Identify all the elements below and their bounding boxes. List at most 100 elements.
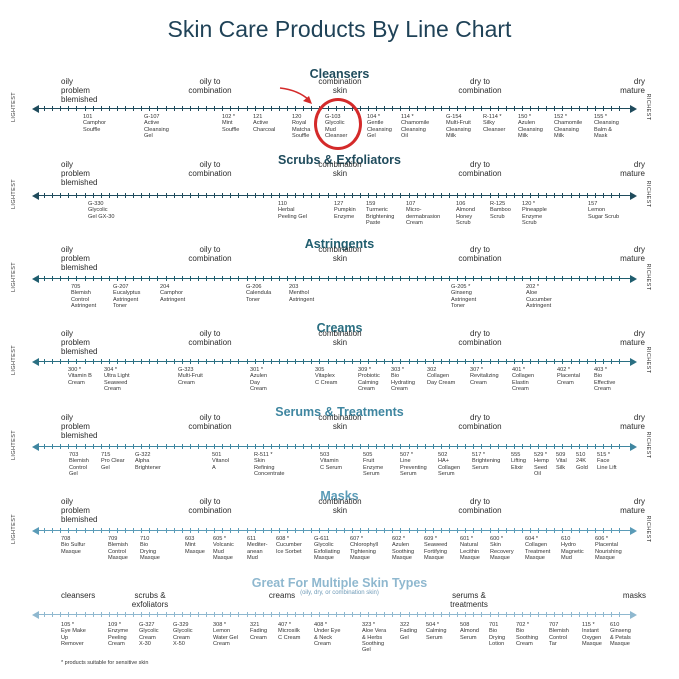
axis-arrow-right bbox=[630, 104, 637, 113]
category-label: dry mature bbox=[620, 413, 645, 431]
pointer-arrow-shaft bbox=[279, 87, 310, 101]
category-label: oily to combination bbox=[188, 329, 232, 347]
axis-tick bbox=[473, 359, 475, 364]
category-label: oily problem blemished bbox=[61, 77, 98, 104]
axis-tick bbox=[408, 444, 410, 449]
axis-tick bbox=[578, 276, 580, 281]
axis-tick bbox=[489, 106, 491, 111]
product-item: 603 Mint Masque bbox=[185, 536, 205, 555]
product-item: 611 Mediter- anean Mud bbox=[247, 536, 268, 561]
axis-tick bbox=[238, 612, 240, 617]
product-code: 203 bbox=[289, 284, 299, 290]
product-code: 120 * bbox=[522, 201, 536, 207]
axis-tick bbox=[133, 528, 134, 533]
axis-tick bbox=[125, 276, 126, 281]
product-code: 150 * bbox=[518, 114, 532, 120]
axis-tick bbox=[295, 444, 296, 449]
axis-tick bbox=[521, 444, 523, 449]
product-name: Ginseng & Petals Masque bbox=[610, 628, 631, 647]
axis-tick bbox=[100, 106, 102, 111]
axis-tick bbox=[133, 359, 134, 364]
axis-tick bbox=[457, 612, 458, 617]
axis-tick bbox=[562, 612, 564, 617]
axis-tick bbox=[481, 276, 483, 281]
axis-tick bbox=[562, 528, 564, 533]
product-name: Almond Serum bbox=[460, 628, 479, 641]
product-name: Instant Oxygen Masque bbox=[582, 628, 602, 647]
product-name: Probiotic Calming Cream bbox=[358, 373, 380, 392]
product-code: G-107 bbox=[144, 114, 160, 120]
axis-tick bbox=[246, 276, 248, 281]
product-code: 601 * bbox=[460, 536, 474, 542]
product-item: 607 * Chlorophyll Tightening Masque bbox=[350, 536, 378, 561]
axis-tick bbox=[262, 612, 264, 617]
axis-tick bbox=[60, 106, 62, 111]
category-label: dry mature bbox=[620, 77, 645, 95]
product-code: 204 bbox=[160, 284, 170, 290]
axis-arrow-right bbox=[630, 610, 637, 619]
product-code: 127 bbox=[334, 201, 344, 207]
axis-tick bbox=[52, 444, 53, 449]
axis-tick bbox=[481, 444, 483, 449]
axis-tick bbox=[578, 528, 580, 533]
axis-tick bbox=[262, 359, 264, 364]
section-subtitle: (oily, dry, or combination skin) bbox=[300, 590, 379, 596]
axis-tick bbox=[141, 528, 143, 533]
axis-tick bbox=[230, 359, 232, 364]
highlight-circle bbox=[314, 98, 362, 150]
product-item: 709 Blemish Control Masque bbox=[108, 536, 128, 561]
axis-tick bbox=[238, 444, 240, 449]
axis-tick bbox=[108, 106, 110, 111]
product-code: 302 bbox=[427, 367, 437, 373]
axis-tick bbox=[376, 359, 377, 364]
product-name: Brightening Serum bbox=[472, 458, 501, 471]
axis-tick bbox=[125, 612, 126, 617]
axis-tick bbox=[359, 612, 361, 617]
product-name: Volcanic Mud Masque bbox=[213, 542, 234, 561]
axis-tick bbox=[473, 276, 475, 281]
axis-tick bbox=[473, 193, 475, 198]
product-item: 110 Herbal Peeling Gel bbox=[278, 201, 307, 220]
axis-tick bbox=[619, 528, 620, 533]
product-name: Glycolic Exfoliating Masque bbox=[314, 542, 340, 561]
axis-tick bbox=[554, 276, 556, 281]
axis-tick bbox=[521, 276, 523, 281]
product-item: 610 Ginseng & Petals Masque bbox=[610, 622, 631, 647]
axis-tick bbox=[570, 193, 572, 198]
category-label: dry to combination bbox=[458, 413, 502, 431]
axis-tick bbox=[44, 106, 45, 111]
axis-tick bbox=[327, 193, 329, 198]
product-item: 601 * Natural Lecithin Masque bbox=[460, 536, 480, 561]
product-code: G-207 bbox=[113, 284, 129, 290]
axis-tick bbox=[594, 106, 596, 111]
axis-tick bbox=[206, 612, 207, 617]
product-code: 605 * bbox=[213, 536, 227, 542]
axis-tick bbox=[287, 444, 288, 449]
product-item: 115 * Instant Oxygen Masque bbox=[582, 622, 602, 647]
axis-tick bbox=[133, 276, 134, 281]
product-item: 308 * Lemon Water Gel Cream bbox=[213, 622, 238, 647]
product-item: 152 * Chamomile Cleansing Milk bbox=[554, 114, 582, 139]
axis-tick bbox=[246, 359, 248, 364]
product-name: Hydro Magnetic Mud bbox=[561, 542, 584, 561]
axis-tick bbox=[521, 193, 523, 198]
axis-tick bbox=[465, 444, 467, 449]
category-label: combination skin bbox=[318, 160, 362, 178]
axis-arrow-left bbox=[32, 274, 39, 283]
axis-tick bbox=[173, 193, 175, 198]
axis-tick bbox=[546, 193, 548, 198]
product-item: 155 * Cleansing Balm & Mask bbox=[594, 114, 619, 139]
axis-tick bbox=[376, 276, 377, 281]
axis-tick bbox=[432, 359, 434, 364]
product-item: 401 * Collagen Elastin Cream bbox=[512, 367, 534, 392]
product-name: Enzyme Peeling Cream bbox=[108, 628, 129, 647]
axis-tick bbox=[189, 528, 191, 533]
axis-tick bbox=[287, 359, 288, 364]
product-name: Azulen Day Cream bbox=[250, 373, 268, 392]
axis-tick bbox=[295, 528, 296, 533]
axis-tick bbox=[497, 106, 499, 111]
axis-tick bbox=[343, 612, 345, 617]
axis-tick bbox=[513, 444, 515, 449]
axis-tick bbox=[449, 359, 450, 364]
axis-tick bbox=[44, 444, 45, 449]
